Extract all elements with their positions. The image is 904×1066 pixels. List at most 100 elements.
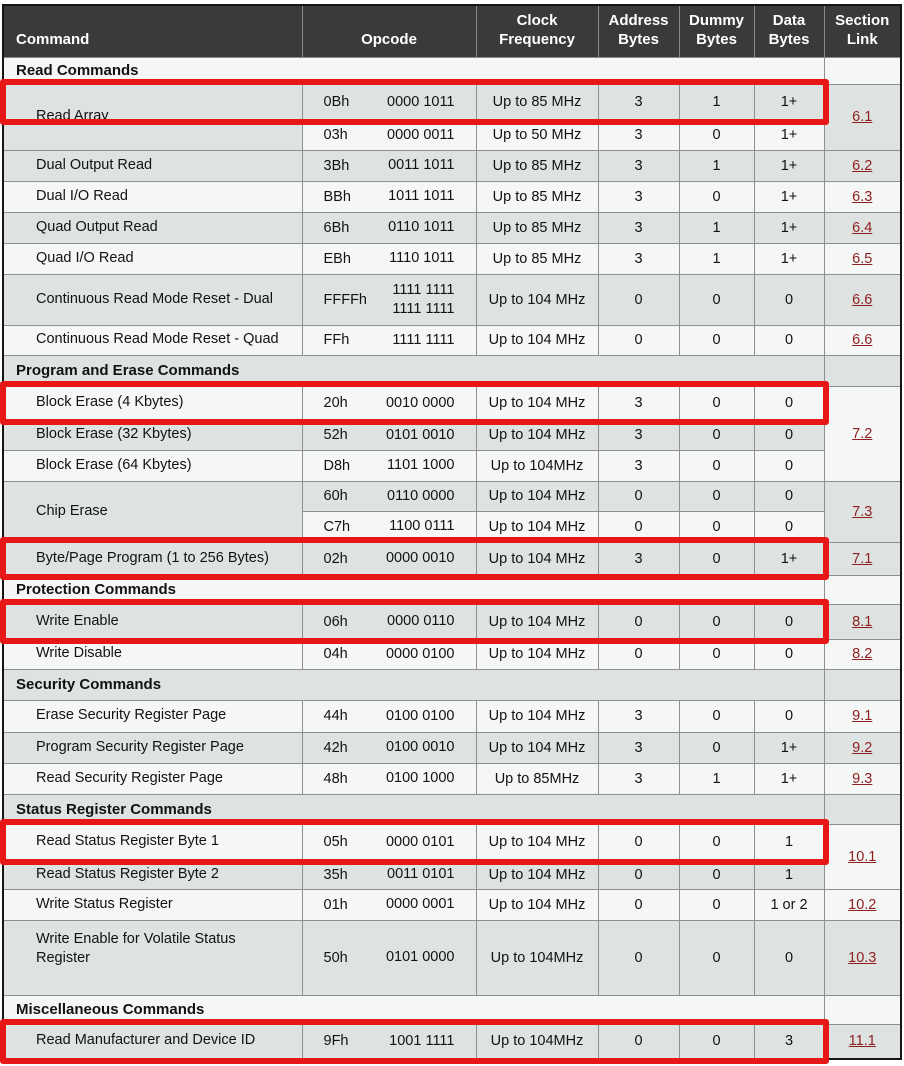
col-header-dummy-bytes: Dummy Bytes xyxy=(678,4,755,58)
dummy-bytes-cell: 0 xyxy=(678,541,755,576)
section-link[interactable]: 9.1 xyxy=(852,708,873,724)
opcode-binary: 0011 1011 xyxy=(388,157,455,174)
section-link-cell: 9.1 xyxy=(823,699,902,733)
data-bytes-cell: 1 xyxy=(753,823,825,861)
opcode-hex: 20h xyxy=(323,395,348,411)
command-cell: Quad I/O Read xyxy=(2,242,303,275)
section-link[interactable]: 6.4 xyxy=(852,219,873,236)
section-header-cell: Protection Commands xyxy=(2,574,825,605)
opcode-cell: 6Bh 0110 1011 xyxy=(301,211,477,244)
address-bytes-cell: 0 xyxy=(597,859,680,890)
section-link-cell: 11.1 xyxy=(823,1023,902,1060)
data-bytes-cell: 0 xyxy=(753,273,825,326)
section-link[interactable]: 11.1 xyxy=(848,1033,876,1050)
dummy-bytes-cell: 0 xyxy=(678,480,755,512)
section-link[interactable]: 6.1 xyxy=(852,109,873,125)
section-link[interactable]: 6.6 xyxy=(852,291,873,308)
dummy-bytes-cell: 0 xyxy=(678,699,755,733)
opcode-binary: 0110 0000 xyxy=(387,487,455,504)
section-link[interactable]: 7.2 xyxy=(852,425,873,442)
opcode-binary: 1101 1000 xyxy=(387,457,455,474)
data-bytes-cell: 1+ xyxy=(753,180,825,213)
section-link[interactable]: 8.1 xyxy=(852,613,873,630)
address-bytes-cell: 0 xyxy=(597,324,680,356)
dummy-bytes-cell: 0 xyxy=(678,385,755,421)
address-bytes-cell: 3 xyxy=(597,119,680,151)
opcode-cell: 48h 0100 1000 xyxy=(301,762,477,795)
command-row: Dual Output Read 3Bh 0011 1011 Up to 85 MHz… xyxy=(2,149,902,182)
opcode-binary: 0101 0010 xyxy=(385,426,455,443)
section-link[interactable]: 10.1 xyxy=(848,848,877,865)
section-link-cell: 10.2 xyxy=(823,888,902,921)
clock-frequency-cell: Up to 104 MHz xyxy=(475,510,599,543)
section-link-cell xyxy=(823,574,902,605)
opcode-hex: FFh xyxy=(323,332,350,348)
command-row: 03h 0000 0011 Up to 50 MHz 3 0 1+ xyxy=(3,119,901,151)
section-link-cell: 7.2 xyxy=(823,385,902,482)
section-link[interactable]: 6.2 xyxy=(852,157,873,174)
data-bytes-cell: 0 xyxy=(753,385,825,421)
command-cell: Write Enable xyxy=(2,603,303,640)
opcode-cell: 60h 0110 0000 xyxy=(301,480,477,512)
section-link[interactable]: 6.5 xyxy=(852,250,873,267)
command-cell: Read Status Register Byte 2 xyxy=(2,859,303,890)
section-link[interactable]: 9.3 xyxy=(852,770,873,787)
section-row: Security Commands xyxy=(2,668,902,701)
data-bytes-cell: 0 xyxy=(753,480,825,512)
opcode-binary: 0000 0011 xyxy=(387,126,455,143)
section-link[interactable]: 7.1 xyxy=(852,550,873,567)
command-row: Quad I/O Read EBh 1110 1011 Up to 85 MHz 3 1 1… xyxy=(2,242,902,275)
section-link[interactable]: 10.2 xyxy=(848,896,877,913)
dummy-bytes-cell: 0 xyxy=(678,919,755,996)
section-link[interactable]: 8.2 xyxy=(852,646,873,662)
command-row: Continuous Read Mode Reset - Dual FFFFh 11… xyxy=(2,273,902,326)
section-link-cell xyxy=(823,994,902,1025)
command-table-body: Read Commands Read Array 0Bh 0000 1011 Up to… xyxy=(2,56,902,1060)
command-row: Read Array 0Bh 0000 1011 Up to 85 MHz 3 1 1+ 6.… xyxy=(2,83,902,151)
section-link[interactable]: 6.6 xyxy=(852,332,873,348)
dummy-bytes-cell: 1 xyxy=(678,83,755,121)
data-bytes-cell: 3 xyxy=(753,1023,825,1060)
dummy-bytes-cell: 0 xyxy=(678,859,755,890)
clock-frequency-cell: Up to 85 MHz xyxy=(475,211,599,244)
section-link-cell: 6.5 xyxy=(823,242,902,275)
section-link-cell: 10.1 xyxy=(823,823,902,890)
opcode-hex: 9Fh xyxy=(323,1033,349,1050)
address-bytes-cell: 0 xyxy=(597,888,680,921)
col-header-data-bytes: Data Bytes xyxy=(753,4,825,58)
section-link[interactable]: 9.2 xyxy=(852,739,873,756)
opcode-hex: 0Bh xyxy=(323,94,350,110)
section-link[interactable]: 10.3 xyxy=(848,949,877,966)
opcode-cell: 50h 0101 0000 xyxy=(301,919,477,996)
address-bytes-cell: 0 xyxy=(597,480,680,512)
command-row: Block Erase (64 Kbytes) D8h 1101 1000 Up to… xyxy=(2,449,901,482)
opcode-binary: 0100 0010 xyxy=(385,739,455,756)
command-cell: Dual Output Read xyxy=(2,149,303,182)
data-bytes-cell: 0 xyxy=(753,510,825,543)
dummy-bytes-cell: 0 xyxy=(678,888,755,921)
section-link-cell: 6.1 xyxy=(823,83,902,151)
address-bytes-cell: 3 xyxy=(597,180,680,213)
address-bytes-cell: 0 xyxy=(597,510,680,543)
opcode-hex: 06h xyxy=(323,613,348,630)
opcode-cell: 01h 0000 0001 xyxy=(301,888,477,921)
section-row: Program and Erase Commands xyxy=(2,354,902,387)
data-bytes-cell: 1+ xyxy=(753,762,825,795)
command-row: Erase Security Register Page 44h 0100 0100… xyxy=(2,699,902,733)
address-bytes-cell: 0 xyxy=(597,638,680,670)
opcode-cell: 52h 0101 0010 xyxy=(301,419,477,451)
section-header-cell: Status Register Commands xyxy=(2,793,825,825)
address-bytes-cell: 3 xyxy=(597,762,680,795)
address-bytes-cell: 3 xyxy=(597,211,680,244)
data-bytes-cell: 0 xyxy=(753,638,825,670)
opcode-hex: 3Bh xyxy=(323,157,350,174)
section-link-cell xyxy=(823,56,902,85)
clock-frequency-cell: Up to 50 MHz xyxy=(475,119,599,151)
opcode-cell: 06h 0000 0110 xyxy=(301,603,477,640)
dummy-bytes-cell: 0 xyxy=(678,603,755,640)
section-link[interactable]: 7.3 xyxy=(852,503,873,520)
section-link-cell xyxy=(823,668,902,701)
section-link[interactable]: 6.3 xyxy=(852,188,873,205)
data-bytes-cell: 1 or 2 xyxy=(753,888,825,921)
data-bytes-cell: 0 xyxy=(753,603,825,640)
